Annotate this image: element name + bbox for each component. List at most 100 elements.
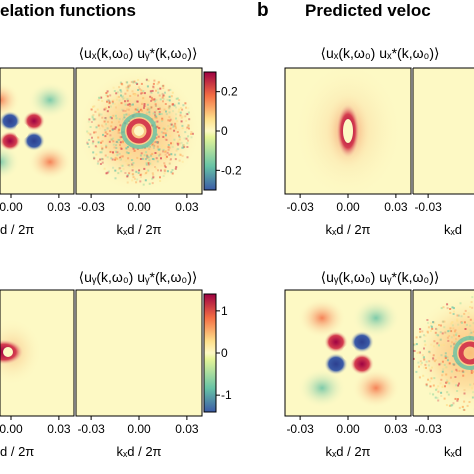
- speckle-mark: [156, 83, 159, 86]
- speckle-mark: [168, 126, 171, 129]
- speckle-mark: [135, 93, 138, 96]
- speckle-mark: [472, 322, 474, 325]
- speckle-mark: [167, 106, 170, 109]
- speckle-mark: [423, 340, 426, 343]
- speckle-mark: [163, 164, 166, 167]
- speckle-mark: [133, 94, 136, 97]
- speckle-mark: [136, 109, 139, 111]
- speckle-mark: [413, 344, 416, 347]
- speckle-mark: [112, 137, 115, 140]
- speckle-mark: [133, 149, 136, 152]
- speckle-mark: [172, 110, 174, 113]
- speckle-mark: [154, 100, 157, 103]
- speckle-mark: [106, 120, 109, 123]
- speckle-mark: [437, 356, 440, 359]
- speckle-mark: [450, 330, 453, 333]
- speckle-mark: [181, 127, 184, 130]
- speckle-mark: [164, 103, 167, 105]
- speckle-mark: [178, 108, 181, 111]
- speckle-mark: [145, 151, 148, 154]
- speckle-mark: [441, 320, 444, 323]
- speckle-mark: [158, 113, 161, 116]
- speckle-mark: [187, 139, 189, 142]
- speckle-mark: [159, 87, 162, 90]
- speckle-mark: [117, 139, 120, 142]
- speckle-mark: [446, 381, 449, 384]
- speckle-mark: [138, 86, 141, 89]
- speckle-mark: [446, 379, 448, 382]
- speckle-mark: [121, 108, 124, 111]
- speckle-mark: [463, 409, 466, 411]
- speckle-mark: [431, 366, 434, 369]
- speckle-mark: [182, 144, 185, 147]
- speckle-mark: [136, 156, 139, 159]
- speckle-mark: [145, 172, 148, 174]
- speckle-mark: [434, 331, 437, 334]
- speckle-mark: [141, 157, 144, 160]
- speckle-mark: [157, 88, 160, 91]
- speckle-mark: [107, 121, 110, 124]
- speckle-mark: [426, 319, 429, 321]
- speckle-mark: [448, 335, 451, 337]
- speckle-mark: [104, 154, 107, 157]
- speckle-mark: [186, 146, 189, 148]
- speckle-mark: [143, 92, 146, 95]
- speckle-mark: [181, 108, 184, 111]
- speckle-mark: [121, 83, 124, 86]
- speckle-mark: [415, 336, 418, 339]
- speckle-mark: [109, 105, 112, 108]
- speckle-mark: [135, 181, 138, 184]
- speckle-mark: [423, 347, 425, 350]
- speckle-mark: [175, 117, 177, 120]
- speckle-mark: [131, 158, 134, 161]
- speckle-mark: [120, 102, 123, 105]
- speckle-mark: [125, 147, 128, 150]
- speckle-mark: [160, 169, 162, 172]
- speckle-mark: [117, 141, 120, 144]
- speckle-mark: [162, 94, 165, 97]
- speckle-mark: [126, 99, 129, 102]
- speckle-mark: [157, 91, 160, 94]
- speckle-mark: [131, 173, 134, 176]
- speckle-mark: [428, 368, 431, 371]
- speckle-mark: [113, 127, 116, 130]
- speckle-mark: [152, 141, 155, 144]
- speckle-mark: [97, 136, 100, 139]
- speckle-mark: [185, 128, 188, 131]
- speckle-mark: [447, 330, 450, 333]
- speckle-mark: [127, 153, 130, 156]
- speckle-mark: [105, 172, 108, 175]
- speckle-mark: [144, 179, 147, 182]
- speckle-mark: [153, 79, 156, 82]
- speckle-mark: [170, 123, 173, 126]
- speckle-mark: [89, 126, 92, 128]
- speckle-mark: [182, 146, 185, 149]
- speckle-mark: [463, 392, 466, 395]
- speckle-mark: [438, 363, 441, 366]
- speckle-mark: [418, 351, 421, 354]
- speckle-mark: [109, 150, 112, 153]
- speckle-mark: [456, 369, 458, 372]
- speckle-mark: [128, 164, 131, 167]
- speckle-mark: [165, 113, 168, 116]
- speckle-mark: [455, 338, 457, 340]
- speckle-mark: [178, 142, 181, 145]
- speckle-mark: [94, 118, 97, 121]
- speckle-mark: [108, 99, 110, 102]
- speckle-mark: [452, 313, 455, 315]
- speckle-mark: [176, 97, 179, 100]
- speckle-mark: [421, 330, 424, 333]
- speckle-mark: [112, 166, 115, 169]
- speckle-mark: [472, 322, 474, 325]
- speckle-mark: [452, 334, 455, 337]
- speckle-mark: [104, 117, 107, 119]
- speckle-mark: [134, 177, 136, 180]
- speckle-mark: [435, 388, 438, 391]
- speckle-mark: [472, 370, 474, 373]
- speckle-mark: [440, 307, 443, 310]
- speckle-mark: [108, 140, 111, 143]
- speckle-mark: [155, 115, 158, 118]
- speckle-mark: [144, 100, 147, 103]
- speckle-mark: [170, 171, 173, 174]
- speckle-mark: [165, 155, 168, 158]
